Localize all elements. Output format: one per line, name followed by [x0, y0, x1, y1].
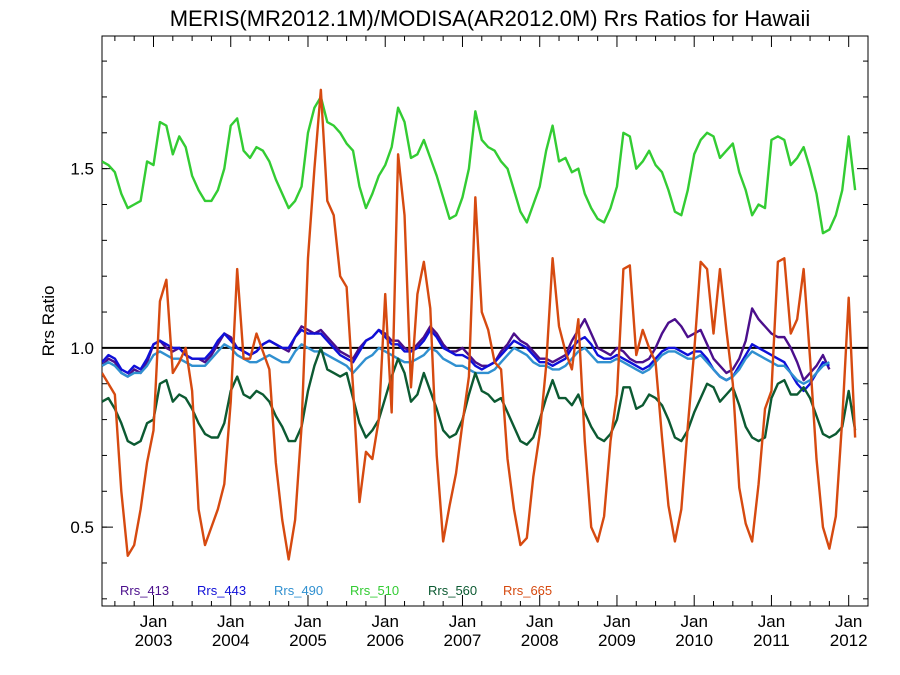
x-tick-label-year: 2007 [444, 631, 482, 650]
axis-ticks: 0.51.01.5Jan2003Jan2004Jan2005Jan2006Jan… [70, 36, 869, 650]
series-line-rrs-413 [102, 307, 831, 382]
plot-frame [101, 35, 869, 607]
series-line-rrs-560 [102, 346, 857, 446]
legend-label-rrs-443: Rrs_443 [197, 583, 246, 598]
y-axis-title: Rrs Ratio [39, 286, 58, 357]
x-tick-label-month: Jan [217, 612, 244, 631]
legend-label-rrs-560: Rrs_560 [428, 583, 477, 598]
x-tick-label-month: Jan [603, 612, 630, 631]
legend-label-rrs-510: Rrs_510 [350, 583, 399, 598]
y-tick-label: 1.5 [70, 160, 94, 179]
x-tick-label-month: Jan [372, 612, 399, 631]
legend-label-rrs-665: Rrs_665 [503, 583, 552, 598]
x-tick-label-month: Jan [294, 612, 321, 631]
x-tick-label-year: 2004 [212, 631, 250, 650]
x-tick-label-year: 2006 [366, 631, 404, 650]
legend: Rrs_413 Rrs_443 Rrs_490 Rrs_510 Rrs_560 Rrs_6… [120, 583, 552, 598]
series-line-rrs-443 [102, 328, 830, 393]
y-tick-label: 1.0 [70, 339, 94, 358]
legend-label-rrs-413: Rrs_413 [120, 583, 169, 598]
x-tick-label-year: 2010 [675, 631, 713, 650]
x-tick-label-year: 2011 [753, 631, 790, 650]
series-line-rrs-510 [102, 95, 857, 235]
x-tick-label-year: 2003 [135, 631, 173, 650]
x-tick-label-month: Jan [680, 612, 707, 631]
chart-title: MERIS(MR2012.1M)/MODISA(AR2012.0M) Rrs R… [170, 6, 811, 31]
x-tick-label-year: 2009 [598, 631, 636, 650]
x-tick-label-month: Jan [758, 612, 785, 631]
series-line-rrs-665 [102, 88, 857, 561]
x-tick-label-month: Jan [835, 612, 862, 631]
x-tick-label-month: Jan [140, 612, 167, 631]
plot-area [101, 35, 869, 607]
x-tick-label-year: 2008 [521, 631, 559, 650]
x-tick-label-month: Jan [526, 612, 553, 631]
series-line-rrs-490 [102, 343, 830, 385]
x-tick-label-year: 2012 [830, 631, 868, 650]
x-tick-label-year: 2005 [289, 631, 327, 650]
x-tick-label-month: Jan [449, 612, 476, 631]
legend-label-rrs-490: Rrs_490 [274, 583, 323, 598]
y-tick-label: 0.5 [70, 518, 94, 537]
series-layer [102, 88, 868, 561]
